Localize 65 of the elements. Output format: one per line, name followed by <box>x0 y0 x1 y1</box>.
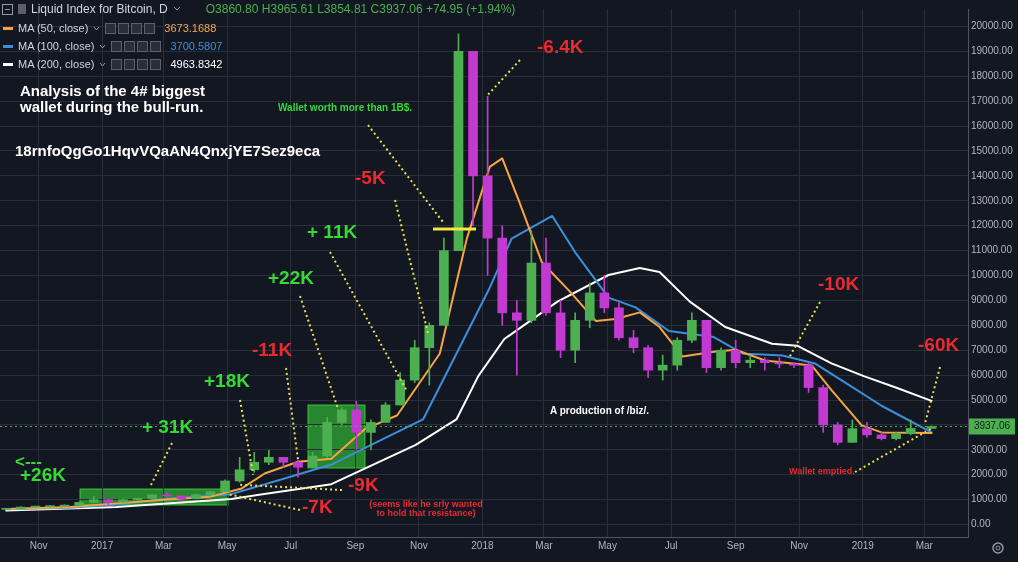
y-tick-label: 20000.00 <box>971 20 1014 32</box>
annotation: -11K <box>252 339 293 360</box>
annotation: -9K <box>348 474 379 495</box>
annotation: -6.4K <box>537 36 584 57</box>
y-tick-label: 5000.00 <box>971 393 1008 405</box>
x-tick-label: 2019 <box>851 539 875 551</box>
y-tick-label: 9000.00 <box>971 294 1008 306</box>
y-tick-label: 1000.00 <box>971 493 1008 505</box>
y-tick-label: 7000.00 <box>971 343 1008 355</box>
y-tick-label: 18000.00 <box>971 70 1014 81</box>
x-tick-label: May <box>598 539 617 551</box>
y-tick-label: 19000.00 <box>971 45 1014 57</box>
x-tick-label: Nov <box>29 539 48 551</box>
y-tick-label: 8000.00 <box>971 319 1008 331</box>
ref-line-label: 3937.06 <box>973 420 1011 432</box>
x-tick-label: Nov <box>409 539 428 551</box>
candlestick <box>45 505 55 508</box>
x-tick-label: May <box>217 539 237 551</box>
candlestick <box>147 494 157 499</box>
x-tick-label: 2018 <box>471 539 494 551</box>
x-tick-label: Mar <box>915 539 934 551</box>
annotation: -60K <box>918 334 960 355</box>
annotation: + 11K <box>307 221 358 242</box>
annotation: O3860.80 H3965.61 L3854.81 C3937.06 +74.95 (+1.94%) <box>205 2 516 16</box>
y-tick-label: 11000.00 <box>971 244 1013 256</box>
annotation: Wallet emptied. <box>789 466 855 477</box>
x-tick-label: Nov <box>790 539 809 551</box>
y-tick-label: 16000.00 <box>971 119 1014 131</box>
x-tick-label: Jul <box>284 539 298 551</box>
annotation: +22K <box>268 267 314 288</box>
x-tick-label: Sep <box>346 539 365 551</box>
annotation: (seems like he srly wanted to hold that resistance) <box>368 499 484 519</box>
annotation: +18K <box>204 370 250 391</box>
x-tick-label: 2017 <box>90 539 114 551</box>
legend-label: MA (50, close) <box>18 22 89 34</box>
x-tick-label: Sep <box>726 539 745 551</box>
y-tick-label: 15000.00 <box>971 144 1014 156</box>
y-tick-label: 2000.00 <box>971 468 1008 480</box>
legend-label: MA (200, close) <box>18 58 95 70</box>
x-tick-label: Mar <box>154 539 173 551</box>
y-tick-label: 10000.00 <box>971 269 1014 281</box>
annotation: 3700.5807 <box>170 40 223 52</box>
legend-label: MA (100, close) <box>18 40 95 52</box>
y-tick-label: 3000.00 <box>971 443 1008 455</box>
annotation: -7K <box>302 496 333 517</box>
annotation: Analysis of the 4# biggest wallet during the bull-run. <box>20 82 207 115</box>
x-tick-label: Jul <box>664 539 678 551</box>
annotation: 4963.8342 <box>170 58 223 70</box>
y-tick-label: 17000.00 <box>971 94 1014 106</box>
y-tick-label: 12000.00 <box>971 219 1014 231</box>
annotation: -10K <box>818 273 860 294</box>
y-tick-label: 0.00 <box>971 518 991 530</box>
candlestick <box>16 506 26 510</box>
annotation: 3673.1688 <box>164 22 217 34</box>
candlestick <box>88 496 99 503</box>
y-tick-label: 13000.00 <box>971 194 1014 206</box>
annotation: -5K <box>355 167 386 188</box>
annotation: Wallet worth more than 1B$. <box>278 102 413 114</box>
chart-title: Liquid Index for Bitcoin, D <box>31 2 168 16</box>
y-tick-label: 14000.00 <box>971 169 1014 181</box>
annotation: 18rnfoQgGo1HqvVQaAN4QnxjYE7Sez9eca <box>15 142 321 159</box>
y-tick-label: 6000.00 <box>971 368 1008 380</box>
annotation: A production of /biz/. <box>550 405 650 417</box>
x-tick-label: Mar <box>535 539 554 551</box>
annotation: + 31K <box>142 416 194 437</box>
